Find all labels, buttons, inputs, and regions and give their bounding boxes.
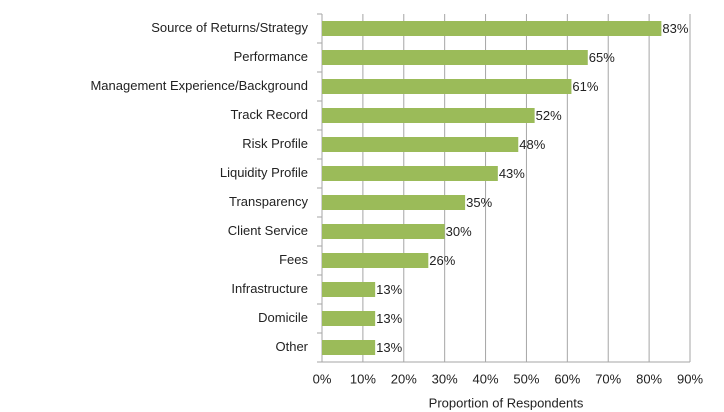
- y-tick-label: Client Service: [228, 223, 308, 238]
- x-tick-label: 0%: [313, 371, 332, 386]
- bar: [322, 195, 466, 210]
- x-tick-label: 60%: [554, 371, 580, 386]
- bar: [322, 108, 535, 123]
- y-tick-label: Fees: [279, 252, 308, 267]
- data-label: 13%: [376, 340, 402, 355]
- data-label: 13%: [376, 282, 402, 297]
- y-tick-label: Management Experience/Background: [90, 78, 308, 93]
- y-tick-label: Risk Profile: [242, 136, 308, 151]
- y-tick-label: Track Record: [230, 107, 308, 122]
- y-tick-label: Other: [275, 339, 308, 354]
- bar: [322, 340, 376, 355]
- x-tick-label: 30%: [432, 371, 458, 386]
- data-label: 52%: [536, 108, 562, 123]
- data-label: 35%: [466, 195, 492, 210]
- data-label: 13%: [376, 311, 402, 326]
- bar: [322, 137, 519, 152]
- bar: [322, 166, 498, 181]
- y-tick-label: Transparency: [229, 194, 308, 209]
- y-tick-label: Source of Returns/Strategy: [151, 20, 308, 35]
- x-tick-label: 50%: [513, 371, 539, 386]
- x-tick-label: 70%: [595, 371, 621, 386]
- x-tick-label: 40%: [473, 371, 499, 386]
- bar: [322, 79, 572, 94]
- y-tick-label: Performance: [234, 49, 308, 64]
- y-tick-label: Domicile: [258, 310, 308, 325]
- x-axis-title: Proportion of Respondents: [429, 395, 584, 410]
- bar: [322, 282, 376, 297]
- y-tick-label: Infrastructure: [231, 281, 308, 296]
- bar: [322, 224, 445, 239]
- bar: [322, 50, 588, 65]
- bar: [322, 21, 662, 36]
- data-label: 61%: [572, 79, 598, 94]
- x-tick-label: 10%: [350, 371, 376, 386]
- data-label: 83%: [662, 21, 688, 36]
- data-label: 48%: [519, 137, 545, 152]
- x-tick-label: 80%: [636, 371, 662, 386]
- data-label: 65%: [589, 50, 615, 65]
- data-label: 26%: [429, 253, 455, 268]
- data-label: 43%: [499, 166, 525, 181]
- data-label: 30%: [446, 224, 472, 239]
- x-tick-label: 90%: [677, 371, 703, 386]
- x-tick-label: 20%: [391, 371, 417, 386]
- bar: [322, 253, 429, 268]
- y-tick-label: Liquidity Profile: [220, 165, 308, 180]
- bar: [322, 311, 376, 326]
